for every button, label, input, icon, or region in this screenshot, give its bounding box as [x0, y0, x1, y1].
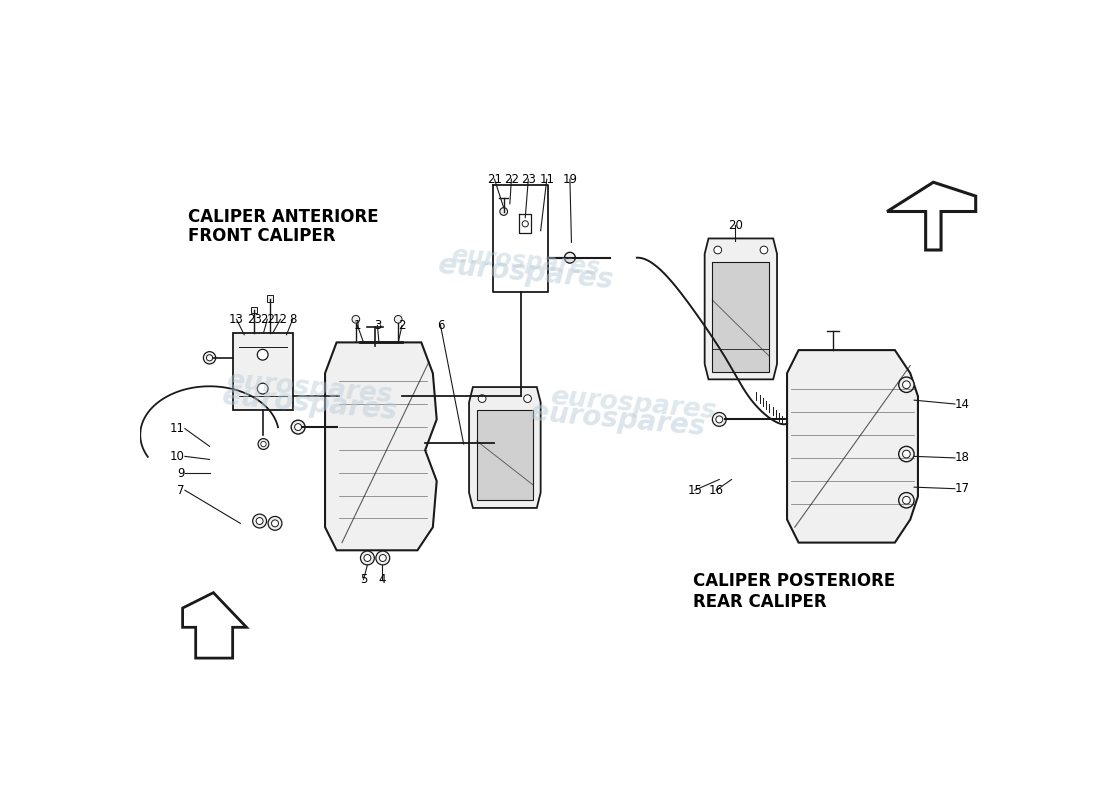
- Circle shape: [257, 383, 268, 394]
- Text: 13: 13: [229, 313, 244, 326]
- Circle shape: [257, 350, 268, 360]
- Polygon shape: [705, 238, 777, 379]
- Text: 20: 20: [728, 219, 743, 232]
- Circle shape: [258, 438, 268, 450]
- Text: eurospares: eurospares: [226, 368, 394, 409]
- Circle shape: [713, 413, 726, 426]
- Circle shape: [295, 424, 301, 430]
- Circle shape: [292, 420, 305, 434]
- Circle shape: [268, 517, 282, 530]
- Text: 22: 22: [504, 173, 519, 186]
- Text: eurospares: eurospares: [529, 398, 706, 441]
- Circle shape: [899, 493, 914, 508]
- Circle shape: [352, 315, 360, 323]
- Text: 9: 9: [177, 467, 185, 480]
- Circle shape: [714, 246, 722, 254]
- Text: 4: 4: [378, 573, 386, 586]
- Circle shape: [899, 446, 914, 462]
- Text: CALIPER ANTERIORE: CALIPER ANTERIORE: [188, 208, 378, 226]
- Circle shape: [478, 394, 486, 402]
- Circle shape: [207, 354, 212, 361]
- Text: FRONT CALIPER: FRONT CALIPER: [188, 227, 336, 245]
- Circle shape: [902, 496, 911, 504]
- Polygon shape: [233, 333, 293, 410]
- Circle shape: [899, 377, 914, 393]
- Text: 18: 18: [955, 451, 970, 464]
- Text: eurospares: eurospares: [450, 243, 601, 280]
- Circle shape: [361, 551, 374, 565]
- Text: 6: 6: [437, 319, 444, 332]
- Circle shape: [499, 208, 507, 215]
- Text: REAR CALIPER: REAR CALIPER: [693, 593, 827, 610]
- Text: eurospares: eurospares: [549, 384, 717, 424]
- Text: 10: 10: [170, 450, 185, 463]
- Circle shape: [364, 554, 371, 562]
- Text: 16: 16: [708, 484, 724, 497]
- Circle shape: [272, 520, 278, 527]
- Polygon shape: [476, 410, 534, 500]
- Bar: [266, 295, 273, 302]
- Text: CALIPER POSTERIORE: CALIPER POSTERIORE: [693, 572, 895, 590]
- Text: 11: 11: [539, 173, 554, 186]
- Text: eurospares: eurospares: [437, 251, 614, 294]
- Circle shape: [253, 514, 266, 528]
- Circle shape: [379, 554, 386, 562]
- Circle shape: [902, 381, 911, 389]
- Text: 7: 7: [177, 484, 185, 497]
- Text: 5: 5: [360, 573, 367, 586]
- Bar: [251, 307, 257, 313]
- Text: 1: 1: [353, 319, 361, 332]
- Circle shape: [716, 416, 723, 423]
- Text: 15: 15: [688, 484, 702, 497]
- Text: 8: 8: [289, 313, 296, 326]
- Text: 23: 23: [521, 173, 536, 186]
- Text: 17: 17: [955, 482, 970, 495]
- Circle shape: [256, 518, 263, 525]
- Circle shape: [760, 246, 768, 254]
- Text: 12: 12: [273, 313, 288, 326]
- Polygon shape: [887, 182, 976, 250]
- Text: 19: 19: [562, 173, 578, 186]
- Circle shape: [492, 436, 505, 449]
- Text: 23: 23: [246, 313, 262, 326]
- Circle shape: [204, 352, 216, 364]
- Polygon shape: [713, 262, 769, 372]
- Polygon shape: [326, 342, 437, 550]
- Text: 3: 3: [374, 319, 381, 332]
- Text: 11: 11: [169, 422, 185, 435]
- Circle shape: [376, 551, 389, 565]
- Circle shape: [261, 442, 266, 446]
- Circle shape: [902, 450, 911, 458]
- Circle shape: [564, 252, 575, 263]
- Polygon shape: [788, 350, 917, 542]
- Circle shape: [394, 315, 403, 323]
- Polygon shape: [183, 593, 246, 658]
- Text: 22: 22: [260, 313, 275, 326]
- Text: eurospares: eurospares: [221, 382, 398, 426]
- Text: 21: 21: [487, 173, 502, 186]
- Circle shape: [524, 394, 531, 402]
- Text: 14: 14: [955, 398, 970, 410]
- Polygon shape: [469, 387, 541, 508]
- Text: 2: 2: [398, 319, 406, 332]
- Circle shape: [522, 221, 528, 227]
